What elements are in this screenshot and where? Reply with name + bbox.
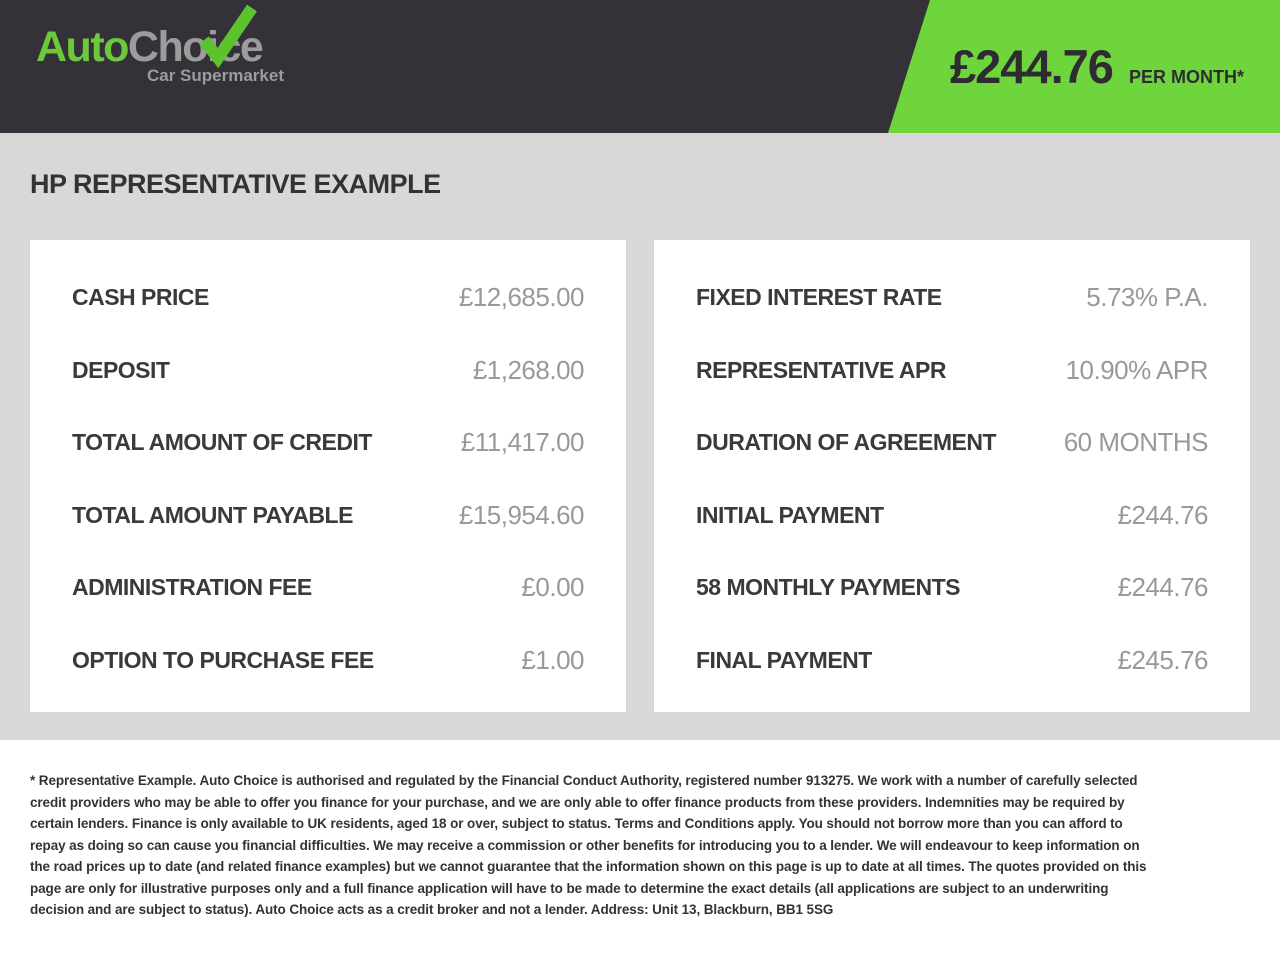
- price-banner: £244.76 PER MONTH*: [888, 0, 1280, 133]
- header-bar: AutoChoice Car Supermarket £244.76 PER M…: [0, 0, 1280, 133]
- logo-subtitle: Car Supermarket: [146, 66, 284, 86]
- legal-disclaimer-text: * Representative Example. Auto Choice is…: [30, 773, 1147, 917]
- finance-label: FIXED INTEREST RATE: [696, 284, 942, 310]
- finance-label: OPTION TO PURCHASE FEE: [72, 646, 374, 673]
- finance-value: £12,685.00: [458, 282, 585, 312]
- finance-value: £11,417.00: [460, 427, 585, 458]
- finance-example-section: HP REPRESENTATIVE EXAMPLE CASH PRICE £12…: [0, 133, 1280, 740]
- footer-section: * Representative Example. Auto Choice is…: [0, 740, 1280, 960]
- logo-wordmark: AutoChoice: [36, 23, 286, 71]
- finance-value: £1,268.00: [472, 354, 585, 385]
- finance-row-initial-payment: INITIAL PAYMENT £244.76: [696, 499, 1209, 531]
- finance-row-final-payment: FINAL PAYMENT £245.76: [696, 644, 1209, 676]
- autochoice-logo: AutoChoice Car Supermarket: [36, 4, 286, 86]
- finance-row-option-fee: OPTION TO PURCHASE FEE £1.00: [72, 645, 584, 676]
- finance-row-admin-fee: ADMINISTRATION FEE £0.00: [72, 572, 584, 603]
- finance-label: TOTAL AMOUNT OF CREDIT: [72, 429, 372, 456]
- finance-label: ADMINISTRATION FEE: [72, 574, 312, 601]
- monthly-price-amount: £244.76: [950, 40, 1114, 93]
- finance-label: DEPOSIT: [72, 356, 170, 383]
- finance-label: FINAL PAYMENT: [696, 646, 872, 673]
- finance-value: 10.90% APR: [1065, 354, 1209, 385]
- finance-label: TOTAL AMOUNT PAYABLE: [72, 501, 353, 528]
- finance-row-cash-price: CASH PRICE £12,685.00: [72, 282, 585, 313]
- finance-value: £15,954.60: [458, 499, 585, 530]
- finance-card-left: CASH PRICE £12,685.00 DEPOSIT £1,268.00 …: [30, 240, 626, 712]
- monthly-price-per-label: PER MONTH*: [1128, 67, 1244, 87]
- finance-value: £245.76: [1117, 644, 1209, 675]
- finance-row-interest-rate: FIXED INTEREST RATE 5.73% P.A.: [696, 282, 1208, 313]
- finance-row-total-payable: TOTAL AMOUNT PAYABLE £15,954.60: [72, 499, 585, 531]
- finance-value: 60 MONTHS: [1063, 427, 1209, 458]
- finance-label: REPRESENTATIVE APR: [696, 356, 947, 383]
- finance-value: £244.76: [1117, 572, 1209, 603]
- finance-label: CASH PRICE: [72, 284, 209, 310]
- page-title: HP REPRESENTATIVE EXAMPLE: [30, 169, 441, 199]
- finance-row-duration: DURATION OF AGREEMENT 60 MONTHS: [696, 427, 1209, 458]
- finance-value: £1.00: [521, 644, 584, 675]
- finance-value: £244.76: [1117, 499, 1209, 530]
- finance-row-total-credit: TOTAL AMOUNT OF CREDIT £11,417.00: [72, 427, 585, 458]
- finance-label: 58 MONTHLY PAYMENTS: [696, 574, 961, 601]
- finance-label: DURATION OF AGREEMENT: [696, 429, 997, 456]
- logo-choice-text: Choice: [127, 23, 264, 71]
- finance-label: INITIAL PAYMENT: [696, 501, 884, 528]
- finance-row-apr: REPRESENTATIVE APR 10.90% APR: [696, 354, 1209, 386]
- finance-row-monthly-payments: 58 MONTHLY PAYMENTS £244.76: [696, 572, 1209, 603]
- logo-auto-text: Auto: [36, 23, 129, 71]
- finance-value: £0.00: [521, 572, 584, 603]
- finance-card-right: FIXED INTEREST RATE 5.73% P.A. REPRESENT…: [654, 240, 1250, 712]
- finance-value: 5.73% P.A.: [1086, 282, 1208, 312]
- finance-row-deposit: DEPOSIT £1,268.00: [72, 354, 585, 386]
